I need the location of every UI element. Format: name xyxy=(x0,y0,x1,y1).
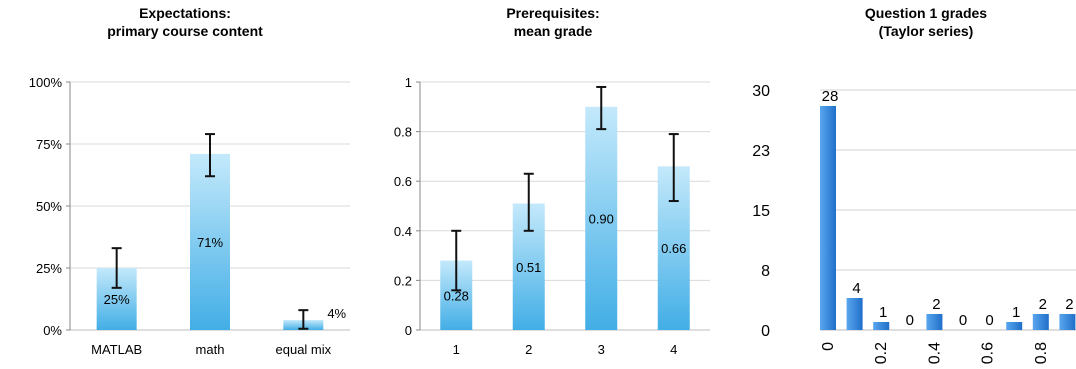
y-tick-label: 0.2 xyxy=(394,273,412,288)
y-tick-label: 0.4 xyxy=(394,224,412,239)
y-tick-label: 15 xyxy=(752,203,770,220)
x-tick-label: 2 xyxy=(525,342,532,357)
x-tick-label: 0 xyxy=(820,342,837,351)
y-tick-label: 75% xyxy=(36,137,62,152)
chart-title-line: Expectations: xyxy=(139,5,231,21)
data-label: 0.51 xyxy=(516,260,541,275)
chart-title-line: Question 1 grades xyxy=(865,5,987,21)
x-tick-label: 3 xyxy=(598,342,605,357)
data-label: 1 xyxy=(1012,304,1020,321)
bar xyxy=(926,314,943,330)
bar xyxy=(846,298,863,330)
x-tick-label: 0.2 xyxy=(873,342,890,364)
y-tick-label: 25% xyxy=(36,261,62,276)
x-tick-label: MATLAB xyxy=(91,342,142,357)
data-label: 25% xyxy=(104,292,130,307)
chart-title-line: primary course content xyxy=(107,23,263,39)
chart-title-line: Prerequisites: xyxy=(506,5,599,21)
data-label: 0.28 xyxy=(444,288,469,303)
data-label: 4% xyxy=(327,306,346,321)
y-tick-label: 0% xyxy=(43,323,62,338)
question1-grades-chart: Question 1 grades (Taylor series) 0 8 15 23 30… xyxy=(752,5,1076,364)
y-tick-label: 100% xyxy=(29,75,63,90)
chart-title-line: mean grade xyxy=(514,23,593,39)
x-tick-label: 0.4 xyxy=(926,342,943,364)
y-tick-label: 0 xyxy=(761,323,770,340)
bar xyxy=(585,106,618,330)
bar xyxy=(873,322,890,330)
data-label: 0.66 xyxy=(661,241,686,256)
y-tick-label: 0.6 xyxy=(394,174,412,189)
y-tick-label: 23 xyxy=(752,143,770,160)
expectations-chart: Expectations: primary course content 0% 25%… xyxy=(29,5,350,357)
bar xyxy=(820,106,836,330)
x-tick-label: 1 xyxy=(453,342,460,357)
bar xyxy=(1006,322,1023,330)
y-tick-label: 8 xyxy=(761,263,770,280)
y-tick-label: 0.8 xyxy=(394,125,412,140)
x-tick-label: 0.6 xyxy=(980,342,997,364)
bar xyxy=(1059,314,1076,330)
x-tick-label: 0.8 xyxy=(1033,342,1050,364)
data-label: 28 xyxy=(822,88,839,105)
data-label: 2 xyxy=(1039,296,1047,313)
chart-title-line: (Taylor series) xyxy=(879,23,974,39)
y-tick-label: 50% xyxy=(36,199,62,214)
bar xyxy=(190,153,230,330)
y-tick-label: 0 xyxy=(405,323,412,338)
data-label: 71% xyxy=(197,235,223,250)
data-label: 0 xyxy=(959,312,967,329)
data-label: 2 xyxy=(1065,296,1073,313)
data-label: 2 xyxy=(932,296,940,313)
y-tick-label: 30 xyxy=(752,83,770,100)
bar xyxy=(1032,314,1049,330)
data-label: 1 xyxy=(879,304,887,321)
x-tick-label: 4 xyxy=(670,342,677,357)
prerequisites-chart: Prerequisites: mean grade 0 0.2 0.4 0.6 0.8 1 0.… xyxy=(394,5,710,357)
data-label: 0 xyxy=(906,312,914,329)
data-label: 4 xyxy=(852,280,860,297)
x-tick-label: math xyxy=(196,342,225,357)
data-label: 0.90 xyxy=(589,211,614,226)
data-label: 0 xyxy=(985,312,993,329)
x-tick-label: equal mix xyxy=(276,342,332,357)
y-tick-label: 1 xyxy=(405,75,412,90)
